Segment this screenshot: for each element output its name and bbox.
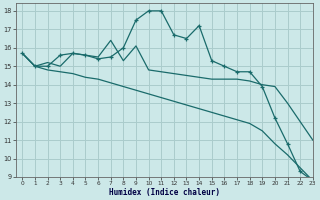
X-axis label: Humidex (Indice chaleur): Humidex (Indice chaleur) xyxy=(109,188,220,197)
